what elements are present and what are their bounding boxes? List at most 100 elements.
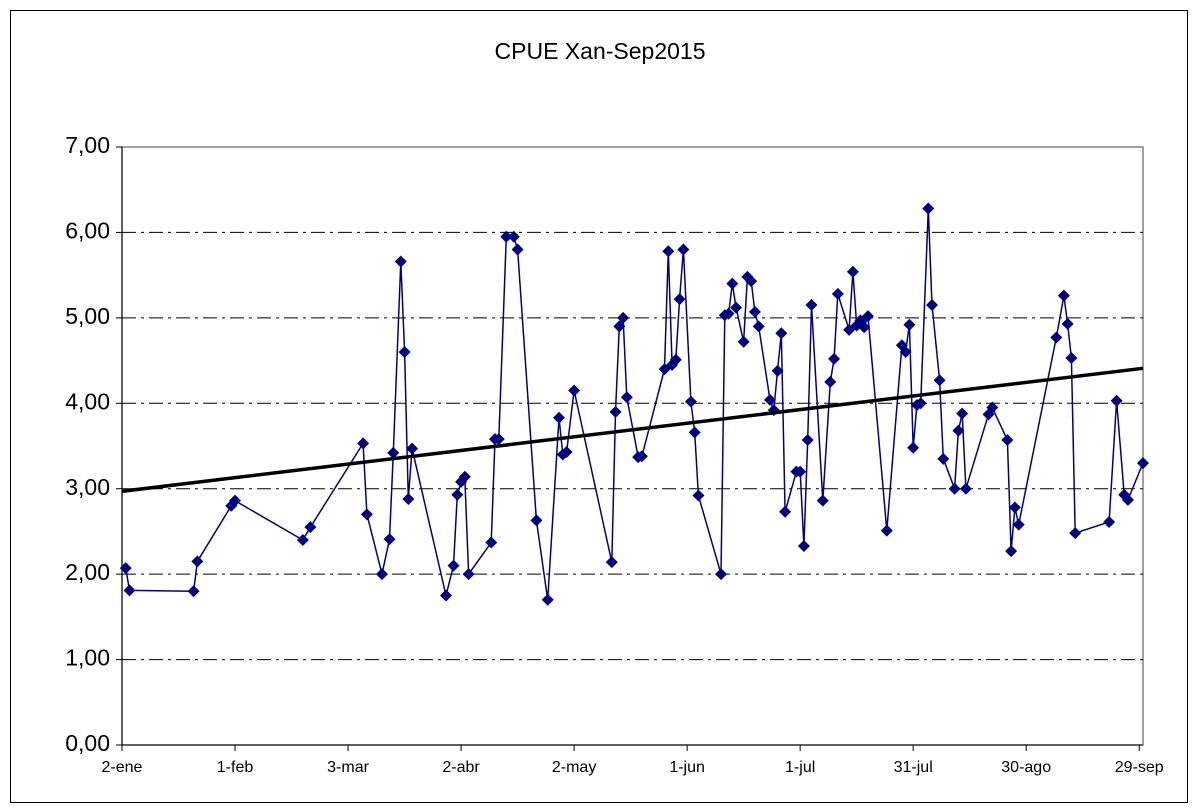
data-point: [1061, 317, 1074, 330]
y-tick-label: 7,00: [65, 132, 110, 158]
data-point: [492, 433, 505, 446]
data-point: [191, 555, 204, 568]
data-point: [899, 346, 912, 359]
data-point: [1057, 289, 1070, 302]
data-point: [959, 482, 972, 495]
data-point: [402, 492, 415, 505]
data-point: [511, 243, 524, 256]
y-tick-label: 1,00: [65, 645, 110, 671]
y-tick-label: 6,00: [65, 218, 110, 244]
data-point: [722, 307, 735, 320]
data-point: [662, 245, 675, 258]
data-point: [620, 391, 633, 404]
data-point: [560, 445, 573, 458]
data-point: [948, 482, 961, 495]
plot-area: [121, 146, 1144, 746]
data-point: [1012, 518, 1025, 531]
data-point: [715, 568, 728, 581]
x-tick-label: 1-jun: [669, 759, 705, 776]
data-point: [824, 375, 837, 388]
data-point: [903, 318, 916, 331]
x-tick-label: 31-jul: [894, 759, 933, 776]
data-point: [937, 452, 950, 465]
data-point: [613, 320, 626, 333]
data-point: [462, 568, 475, 581]
data-point: [764, 393, 777, 406]
data-point: [858, 321, 871, 334]
x-tick-label: 3-mar: [327, 759, 369, 776]
data-point: [880, 524, 893, 537]
data-point: [458, 470, 471, 483]
data-point: [617, 311, 630, 324]
data-point: [304, 521, 317, 534]
data-point: [737, 335, 750, 348]
x-tick-label: 1-jul: [785, 759, 815, 776]
data-point: [1110, 394, 1123, 407]
data-point: [383, 533, 396, 546]
data-point: [1005, 545, 1018, 558]
data-point: [187, 585, 200, 598]
data-point: [360, 508, 373, 521]
trend-line: [121, 366, 1144, 494]
data-point: [1103, 516, 1116, 529]
data-point: [775, 327, 788, 340]
data-point: [485, 536, 498, 549]
chart-title: CPUE Xan-Sep2015: [495, 38, 706, 64]
y-tick-label: 2,00: [65, 559, 110, 585]
data-point: [986, 401, 999, 414]
data-point: [1069, 527, 1082, 540]
x-tick-label: 1-feb: [217, 759, 254, 776]
data-point: [673, 293, 686, 306]
data-point: [692, 489, 705, 502]
y-tick-label: 3,00: [65, 474, 110, 500]
data-point: [635, 450, 648, 463]
data-point: [568, 384, 581, 397]
data-point: [541, 593, 554, 606]
data-point: [669, 353, 682, 366]
data-point: [805, 299, 818, 312]
data-point: [952, 424, 965, 437]
y-tick-label: 4,00: [65, 388, 110, 414]
data-point: [605, 556, 618, 569]
data-point: [831, 287, 844, 300]
data-point: [745, 275, 758, 288]
y-tick-label: 0,00: [65, 730, 110, 756]
data-point: [748, 305, 761, 318]
data-point: [846, 265, 859, 278]
data-point: [1008, 501, 1021, 514]
data-point: [828, 352, 841, 365]
data-point: [507, 230, 520, 243]
data-point: [771, 364, 784, 377]
data-point: [406, 442, 419, 455]
data-point: [797, 539, 810, 552]
x-tick-label: 2-ene: [102, 759, 143, 776]
data-point: [387, 446, 400, 459]
data-point: [375, 568, 388, 581]
data-point: [730, 301, 743, 314]
data-point: [500, 230, 513, 243]
data-point: [440, 589, 453, 602]
data-point: [688, 426, 701, 439]
data-point: [684, 395, 697, 408]
data-point: [933, 374, 946, 387]
data-point: [801, 434, 814, 447]
data-point: [447, 559, 460, 572]
data-point: [123, 584, 136, 597]
data-point: [357, 437, 370, 450]
data-point: [956, 407, 969, 420]
data-point: [296, 533, 309, 546]
data-point: [229, 494, 242, 507]
data-point: [553, 411, 566, 424]
data-point: [779, 505, 792, 518]
x-tick-label: 30-ago: [1001, 759, 1051, 776]
data-point: [794, 465, 807, 478]
data-point: [752, 320, 765, 333]
data-point: [1137, 457, 1149, 470]
x-tick-label: 2-abr: [442, 759, 480, 776]
data-point: [922, 202, 935, 215]
data-point: [394, 255, 407, 268]
data-point: [726, 277, 739, 290]
data-point: [119, 562, 132, 575]
